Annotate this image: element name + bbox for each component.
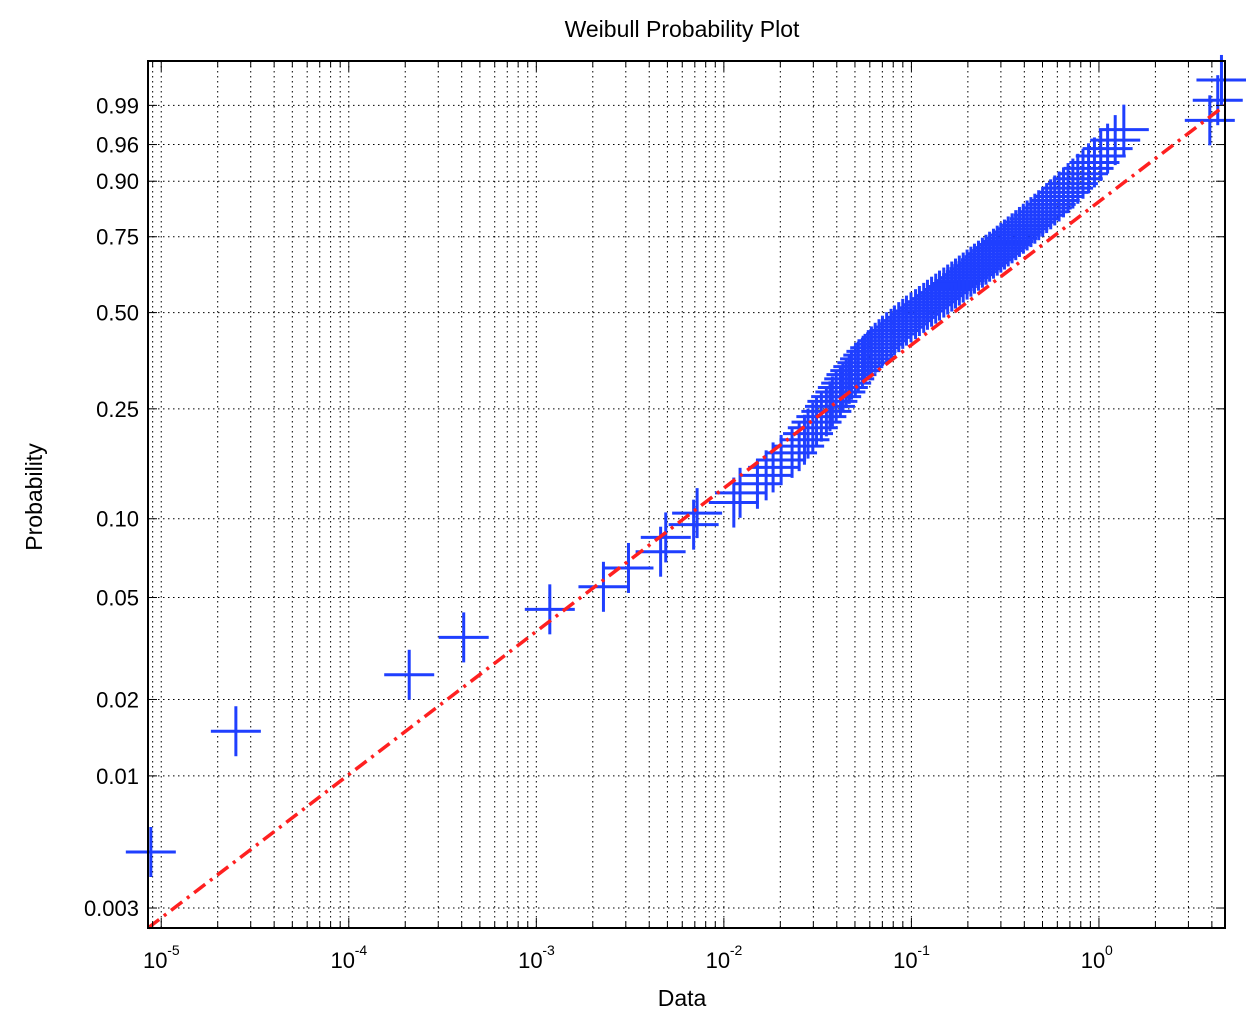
data-point — [384, 649, 435, 700]
y-tick-label: 0.96 — [96, 133, 139, 158]
data-point — [438, 612, 489, 663]
x-axis-label: Data — [658, 985, 707, 1011]
x-tick-exponent: 0 — [1105, 942, 1113, 958]
y-tick-label: 0.99 — [96, 93, 139, 118]
y-tick-label: 0.05 — [96, 586, 139, 611]
chart-title: Weibull Probability Plot — [565, 16, 800, 42]
x-tick-label: 10 — [331, 948, 355, 973]
y-tick-label: 0.02 — [96, 687, 139, 712]
axes-box — [147, 60, 1226, 929]
data-point — [672, 488, 723, 539]
x-tick-label: 10 — [706, 948, 730, 973]
y-tick-label: 0.003 — [84, 896, 139, 921]
data-point — [1196, 54, 1246, 105]
x-tick-label: 10 — [893, 948, 917, 973]
y-tick-label: 0.90 — [96, 169, 139, 194]
x-tick-exponent: -2 — [730, 942, 743, 958]
y-tick-label: 0.01 — [96, 764, 139, 789]
x-tick-label: 10 — [143, 948, 167, 973]
ticks: 0.003 0.01 0.02 0.05 0.10 0.25 0.50 0.75 0.90 0.9… — [84, 61, 1225, 973]
data-point — [578, 561, 629, 612]
x-tick-label: 10 — [518, 948, 542, 973]
data-point — [1184, 95, 1235, 146]
y-tick-label: 0.10 — [96, 507, 139, 532]
x-tick-exponent: -3 — [542, 942, 555, 958]
data-point — [640, 512, 691, 563]
x-tick-exponent: -1 — [917, 942, 930, 958]
y-tick-label: 0.50 — [96, 301, 139, 326]
data-point — [210, 706, 261, 757]
data-point — [668, 499, 719, 550]
y-axis-label: Probability — [21, 443, 47, 551]
data-point — [1038, 167, 1089, 218]
data-point — [1098, 104, 1149, 155]
x-tick-exponent: -5 — [167, 942, 180, 958]
data-point — [125, 827, 176, 878]
x-tick-exponent: -4 — [355, 942, 368, 958]
data-point — [1069, 137, 1120, 188]
plot-data — [125, 54, 1246, 930]
data-point — [1063, 143, 1114, 194]
data-point — [1192, 75, 1243, 126]
y-tick-label: 0.25 — [96, 397, 139, 422]
data-point — [708, 477, 759, 528]
x-tick-label: 10 — [1081, 948, 1105, 973]
y-tick-label: 0.75 — [96, 225, 139, 250]
data-point — [960, 234, 1011, 285]
fit-line — [146, 103, 1227, 930]
data-point — [603, 542, 654, 593]
data-point — [1090, 115, 1141, 166]
data-point — [1043, 163, 1094, 214]
